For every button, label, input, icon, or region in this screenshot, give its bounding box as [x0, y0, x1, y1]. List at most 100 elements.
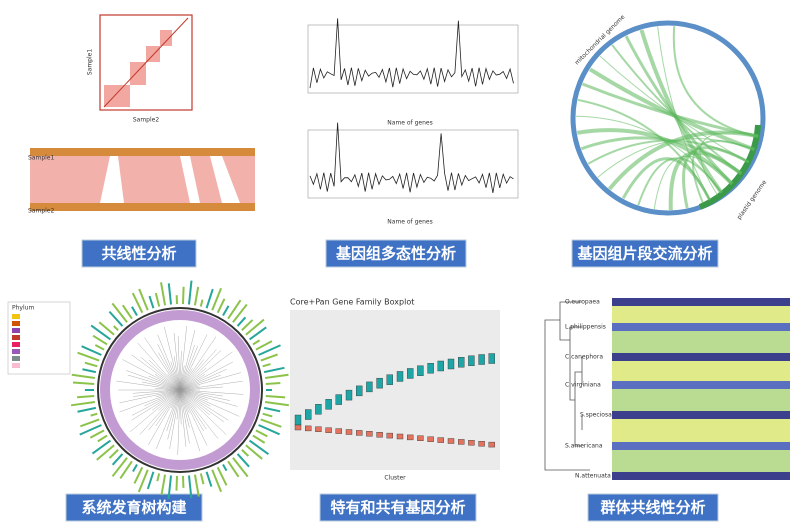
caption-text: 系统发育树构建 — [81, 499, 187, 517]
branch — [179, 365, 185, 391]
branch — [179, 367, 207, 391]
box — [407, 434, 414, 441]
track — [30, 148, 255, 156]
branch — [127, 374, 181, 391]
branch — [173, 332, 181, 391]
branch — [179, 336, 217, 391]
ring-bar — [258, 344, 281, 356]
branch — [179, 389, 230, 401]
branch — [126, 370, 181, 391]
branch — [179, 345, 195, 391]
branch — [179, 369, 227, 391]
branch — [140, 357, 181, 391]
caption-box — [587, 493, 719, 522]
box — [478, 354, 485, 365]
branch — [179, 359, 205, 391]
branch — [156, 389, 181, 398]
synteny — [222, 156, 255, 203]
diagonal — [103, 17, 189, 108]
tree — [544, 301, 590, 471]
branch — [179, 389, 210, 416]
branch — [131, 389, 181, 421]
box — [325, 427, 332, 433]
ring-bar — [77, 406, 97, 413]
box — [366, 381, 373, 393]
box — [478, 441, 485, 447]
branch — [130, 389, 181, 432]
ring-bar — [236, 453, 250, 468]
box — [386, 374, 393, 385]
track-label: Sample1 — [28, 155, 54, 162]
branch — [179, 368, 193, 391]
branch — [167, 389, 181, 440]
species-label: N.attenuata — [575, 473, 611, 480]
box — [335, 428, 342, 434]
branch — [155, 389, 181, 426]
box — [396, 433, 404, 440]
box — [386, 432, 393, 439]
ring-bar — [111, 457, 128, 477]
legend-title: Phylum — [12, 305, 34, 312]
chord — [639, 29, 724, 194]
branch — [179, 389, 227, 435]
caption: 特有和共有基因分析 — [319, 493, 477, 522]
box — [447, 438, 455, 444]
legend-swatch — [12, 314, 20, 319]
ring-bar — [133, 466, 144, 484]
box — [294, 414, 302, 426]
synteny — [612, 450, 790, 472]
box — [447, 358, 455, 370]
ring-bar — [113, 325, 119, 331]
ring-bar — [199, 473, 205, 485]
ring-bar — [232, 303, 248, 323]
box — [427, 363, 434, 374]
species-label: C.canephora — [565, 354, 603, 361]
ring-bar — [70, 400, 95, 407]
track — [612, 472, 790, 480]
branch — [179, 389, 190, 444]
plot-bg — [290, 310, 500, 470]
branch — [179, 346, 198, 391]
box — [356, 385, 363, 397]
branch — [167, 374, 181, 391]
ring-bar — [167, 475, 173, 500]
box — [325, 399, 332, 410]
branch — [179, 389, 238, 407]
ring-bar — [77, 351, 100, 362]
axis-label: Cluster — [384, 475, 406, 482]
branch — [119, 389, 181, 413]
branch — [179, 389, 223, 397]
block — [130, 62, 146, 85]
ring-bar — [90, 324, 112, 341]
branch — [116, 380, 181, 391]
box — [345, 389, 353, 401]
ring-bar — [108, 310, 124, 327]
box — [427, 436, 434, 442]
ring-bar — [92, 334, 108, 346]
ring-bar — [232, 457, 249, 478]
ring-bar — [227, 299, 242, 320]
branch — [179, 389, 208, 446]
ring-bar — [245, 444, 263, 460]
ring-bar — [156, 473, 161, 482]
branch — [179, 389, 244, 395]
ring-bar — [119, 460, 133, 480]
caption: 基因组片段交流分析 — [571, 239, 719, 268]
species-label: S.speciosa — [580, 412, 612, 419]
synteny — [612, 331, 790, 353]
tree-ring — [100, 310, 260, 470]
box — [366, 431, 373, 437]
ring-label: plastid genome — [736, 179, 769, 221]
ring-bar — [131, 306, 138, 317]
legend-swatch — [12, 342, 20, 347]
caption: 共线性分析 — [81, 239, 197, 268]
tree-ring — [97, 307, 263, 473]
branch — [179, 389, 240, 417]
block — [146, 46, 160, 62]
ring-bar — [255, 340, 273, 351]
chord — [588, 67, 756, 152]
ring-bar — [154, 292, 161, 307]
legend-swatch — [12, 363, 20, 368]
ring-bar — [211, 287, 223, 311]
